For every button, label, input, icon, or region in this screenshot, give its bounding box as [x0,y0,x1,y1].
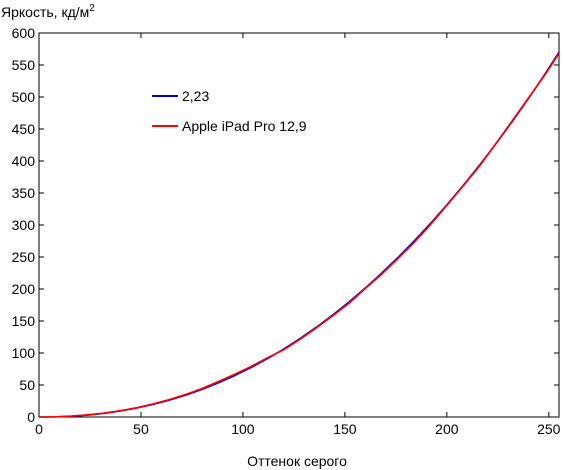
series-line-1 [38,51,560,418]
y-tick-label: 200 [12,281,36,297]
y-tick-label: 550 [12,57,36,73]
x-tick-label: 100 [231,421,255,437]
y-tick-label: 300 [12,217,36,233]
y-tick-label: 0 [27,409,35,425]
series-layer [38,51,560,418]
y-tick-label: 400 [12,153,36,169]
y-tick-label: 150 [12,313,36,329]
y-axis-label-text: Яркость, кд/м [1,4,89,20]
y-tick-label: 100 [12,345,36,361]
x-axis-label: Оттенок серого [247,453,347,469]
legend-label-2: Apple iPad Pro 12,9 [182,118,307,134]
legend-label-1: 2,23 [182,88,209,104]
y-tick-label: 600 [12,25,36,41]
x-tick-label: 200 [435,421,459,437]
plot-frame [38,32,560,418]
x-tick-label: 0 [35,421,43,437]
y-axis-label: Яркость, кд/м2 [1,3,95,20]
series-line-2 [38,53,560,418]
x-tick-label: 50 [133,421,149,437]
y-tick-label: 250 [12,249,36,265]
plot-area-border [38,32,560,418]
x-tick-label: 250 [537,421,561,437]
x-tick-label: 150 [333,421,357,437]
y-axis-ticks: 0 50 100 150 200 250 300 350 400 450 500 550 600 [12,25,559,425]
y-tick-label: 50 [19,377,35,393]
y-tick-label: 350 [12,185,36,201]
y-tick-label: 500 [12,89,36,105]
y-axis-label-superscript: 2 [89,3,95,14]
legend: 2,23 Apple iPad Pro 12,9 [152,88,307,134]
y-tick-label: 450 [12,121,36,137]
x-axis-ticks: 0 50 100 150 200 250 [35,33,561,437]
